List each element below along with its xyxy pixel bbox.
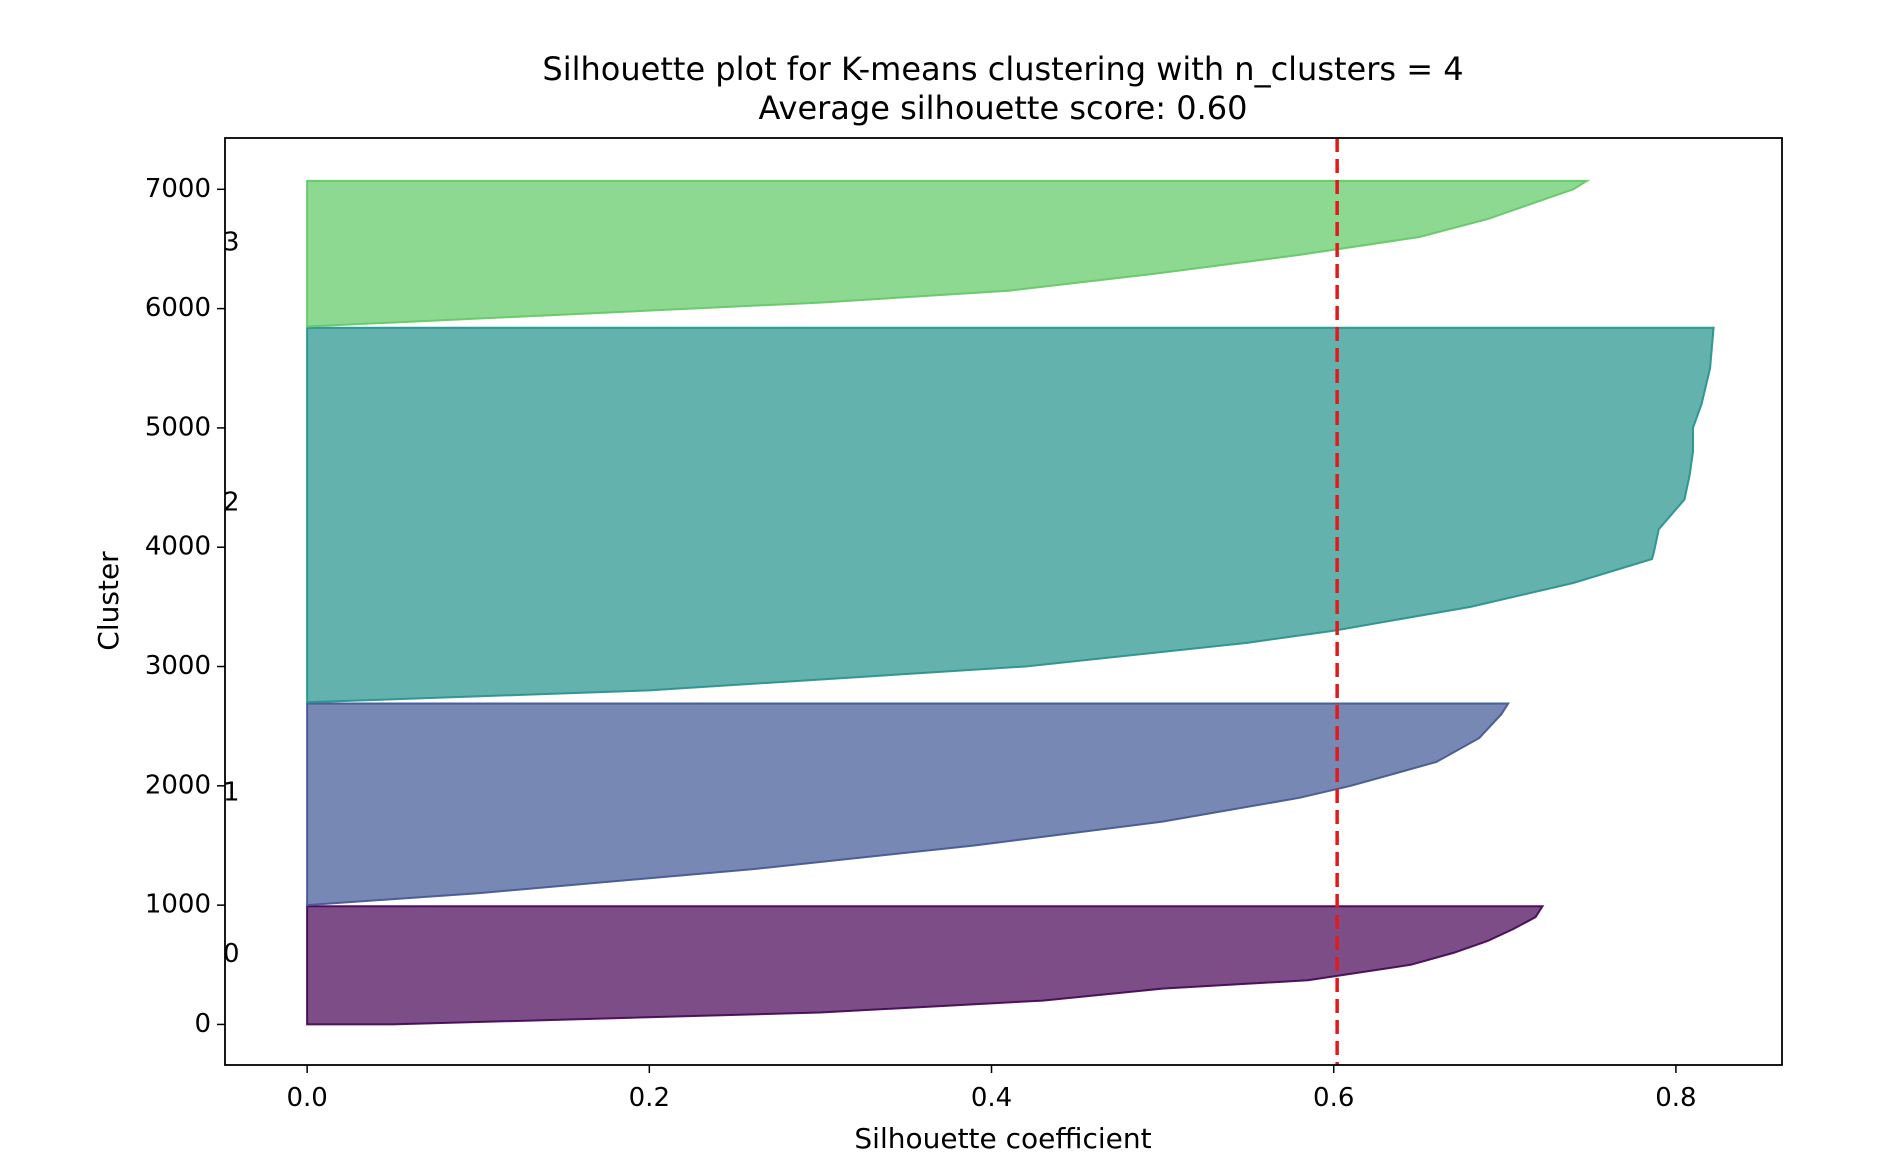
cluster-area-1 — [306, 702, 1511, 907]
y-tick-label: 2000 — [145, 770, 211, 800]
cluster-labels: 0 1 2 3 — [223, 227, 240, 969]
cluster-label-0: 0 — [223, 939, 240, 969]
x-tick-label: 0.0 — [286, 1083, 327, 1113]
cluster-label-2: 2 — [223, 488, 240, 518]
y-tick-label: 3000 — [145, 651, 211, 681]
x-axis-label: Silhouette coefficient — [854, 1122, 1151, 1155]
x-tick-label: 0.2 — [629, 1083, 670, 1113]
y-tick-label: 4000 — [145, 532, 211, 562]
silhouette-areas — [306, 179, 1715, 1026]
x-axis-ticks: 0.0 0.2 0.4 0.6 0.8 — [286, 1065, 1697, 1113]
cluster-label-1: 1 — [223, 777, 240, 807]
cluster-area-3 — [306, 179, 1591, 328]
cluster-label-3: 3 — [223, 227, 240, 257]
x-tick-label: 0.4 — [971, 1083, 1012, 1113]
chart-title: Silhouette plot for K-means clustering w… — [542, 50, 1463, 88]
chart-subtitle: Average silhouette score: 0.60 — [759, 89, 1248, 127]
cluster-area-0 — [306, 905, 1545, 1026]
x-tick-label: 0.6 — [1313, 1083, 1354, 1113]
y-tick-label: 5000 — [145, 412, 211, 442]
y-tick-label: 1000 — [145, 890, 211, 920]
y-tick-label: 6000 — [145, 293, 211, 323]
y-tick-label: 7000 — [145, 174, 211, 204]
y-axis-ticks: 0 1000 2000 3000 4000 5000 6000 7000 — [145, 174, 225, 1039]
y-tick-label: 0 — [194, 1009, 211, 1039]
plot-frame — [224, 137, 1783, 1066]
x-tick-label: 0.8 — [1655, 1083, 1696, 1113]
cluster-area-2 — [306, 326, 1715, 704]
y-axis-label: Cluster — [92, 551, 125, 651]
